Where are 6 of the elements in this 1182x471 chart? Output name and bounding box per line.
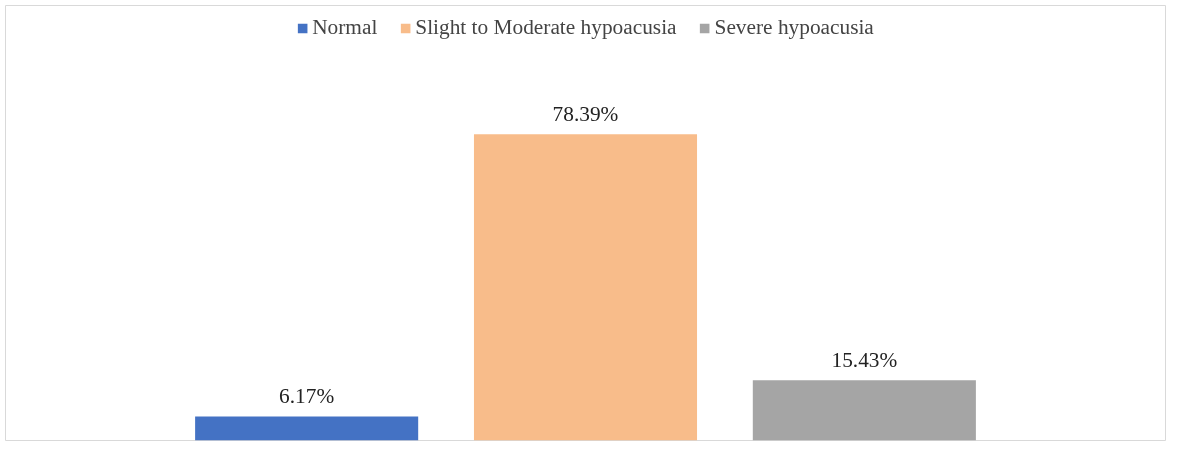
data-label: 78.39% — [552, 102, 619, 127]
legend-label: Severe hypoacusia — [714, 15, 874, 40]
legend-label: Normal — [312, 15, 378, 40]
data-label: 15.43% — [831, 348, 898, 373]
data-label: 6.17% — [279, 384, 335, 409]
legend-label: Slight to Moderate hypoacusia — [415, 15, 677, 40]
